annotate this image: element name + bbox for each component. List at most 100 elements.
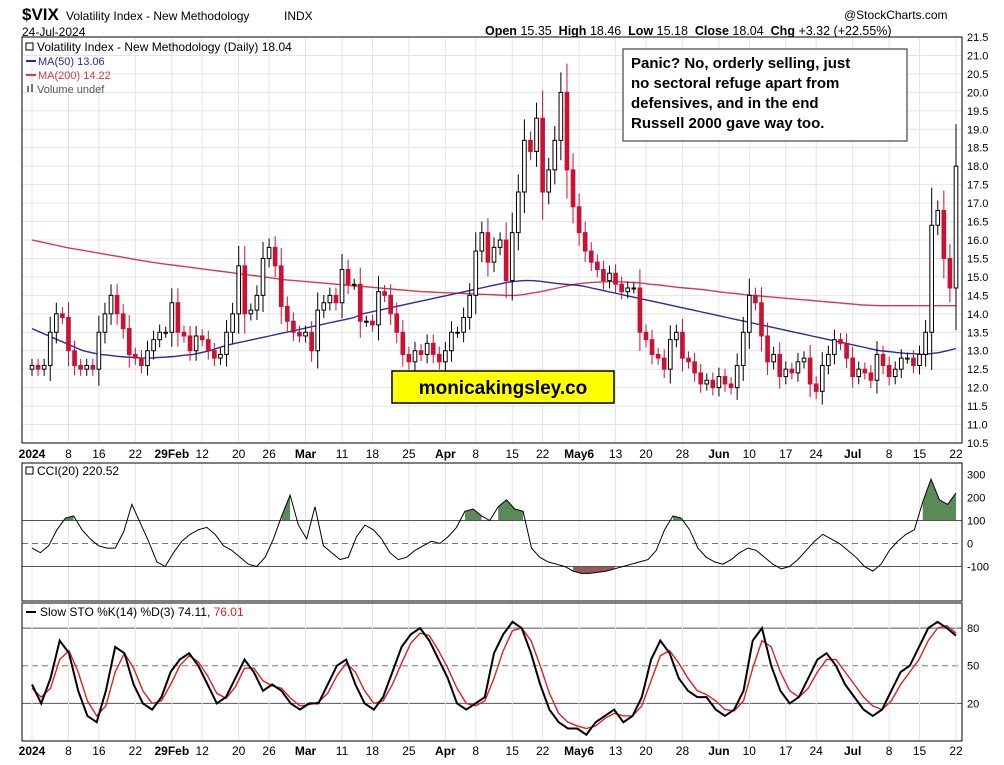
ohlc-readout: Open 15.35 High 18.46 Low 15.18 Close 18… [485, 24, 892, 38]
candle-body [309, 331, 314, 352]
sto-axis-label: 50 [967, 661, 979, 673]
low-label: Low [628, 24, 654, 38]
candle [728, 377, 734, 395]
candle-body [941, 209, 947, 259]
cci-legend-swatch [25, 466, 34, 475]
cci-panel-frame [21, 462, 963, 602]
candle-body [789, 368, 795, 374]
candle-body [41, 364, 47, 370]
cci-axis-label: 100 [967, 516, 985, 528]
candle-body [169, 302, 175, 333]
sto-panel-frame [21, 602, 963, 742]
candle [248, 303, 254, 321]
candle-body [503, 239, 509, 282]
candle-body [667, 339, 673, 370]
candle-body [868, 372, 874, 381]
candle [333, 287, 339, 311]
candle-body [108, 294, 114, 315]
candle [771, 346, 776, 370]
price-axis-label: 16.0 [967, 235, 988, 247]
cci-oversold-fill [573, 566, 873, 574]
candle [315, 292, 321, 369]
candle [941, 190, 947, 279]
candle [570, 153, 576, 224]
candle [406, 346, 412, 370]
candle-body [436, 353, 442, 363]
candle [576, 193, 582, 246]
candle [534, 102, 539, 167]
candle-body [710, 379, 716, 389]
candle [29, 358, 35, 376]
candle [309, 321, 314, 362]
candle [649, 329, 655, 365]
annotation-box: Panic? No, orderly selling, just no secto… [622, 48, 908, 142]
candle-body [588, 250, 594, 263]
candle-body [953, 165, 959, 289]
candle-body [406, 353, 412, 363]
sto-x-label: 13 [609, 744, 623, 758]
candle [108, 284, 114, 325]
candle [236, 245, 242, 334]
high-value: 18.46 [589, 24, 622, 38]
candle-body [576, 206, 582, 234]
candle-body [813, 383, 819, 392]
candle-body [491, 246, 497, 263]
price-x-label: 22 [536, 447, 550, 461]
candle-body [333, 294, 339, 304]
sto-axis-label: 20 [967, 698, 979, 710]
candle-body [29, 364, 35, 370]
candle-body [351, 283, 357, 286]
candle-body [637, 287, 643, 333]
candle [424, 334, 430, 364]
candle-body [260, 257, 266, 296]
candle [862, 362, 868, 380]
sto-x-label: 25 [402, 744, 416, 758]
sto-legend-d: 76.01 [214, 605, 244, 619]
volume-legend-swatch [31, 84, 33, 92]
candle-body [418, 350, 424, 355]
candle [272, 236, 278, 277]
price-axis-label: 12.5 [967, 364, 988, 376]
candle-body [412, 350, 418, 363]
price-axis-label: 16.5 [967, 217, 988, 229]
candle-body [619, 283, 624, 293]
candle-body [917, 353, 922, 366]
sto-x-label: 20 [639, 744, 653, 758]
candle [449, 321, 454, 362]
sto-x-label: 22 [536, 744, 550, 758]
candle [370, 314, 375, 332]
price-legend-main: Volatility Index - New Methodology (Dail… [37, 40, 292, 54]
candle-body [187, 335, 193, 352]
price-x-label: 10 [743, 447, 757, 461]
candle-body [382, 291, 387, 296]
candle [418, 344, 424, 362]
ma200-legend-label: MA(200) 14.22 [38, 70, 111, 82]
candle [777, 342, 783, 389]
candle [400, 320, 406, 367]
candle-body [582, 232, 588, 252]
candle-body [515, 191, 521, 234]
sto-x-label: 10 [743, 744, 757, 758]
price-axis-label: 15.0 [967, 272, 988, 284]
price-x-label: 17 [779, 447, 793, 461]
ma50-legend-label: MA(50) 13.06 [38, 56, 105, 68]
price-axis-label: 12.0 [967, 383, 988, 395]
sto-x-label: 18 [366, 744, 380, 758]
copyright[interactable]: @StockCharts.com [844, 8, 948, 22]
sto-x-label: 22 [129, 744, 143, 758]
candle [528, 131, 533, 161]
candle [868, 365, 874, 389]
candle [674, 324, 679, 348]
candle-body [272, 246, 278, 267]
candle-body [205, 339, 211, 352]
candle [187, 325, 193, 361]
sto-x-label: 8 [472, 744, 479, 758]
candle [260, 241, 266, 312]
candle [169, 288, 175, 347]
price-x-label: 24 [810, 447, 824, 461]
price-x-label: 8 [886, 447, 893, 461]
candle-body [376, 291, 381, 326]
price-axis-label: 11.0 [967, 420, 988, 432]
sto-axis-label: 80 [967, 623, 979, 635]
price-x-label: 29Feb [154, 447, 189, 461]
